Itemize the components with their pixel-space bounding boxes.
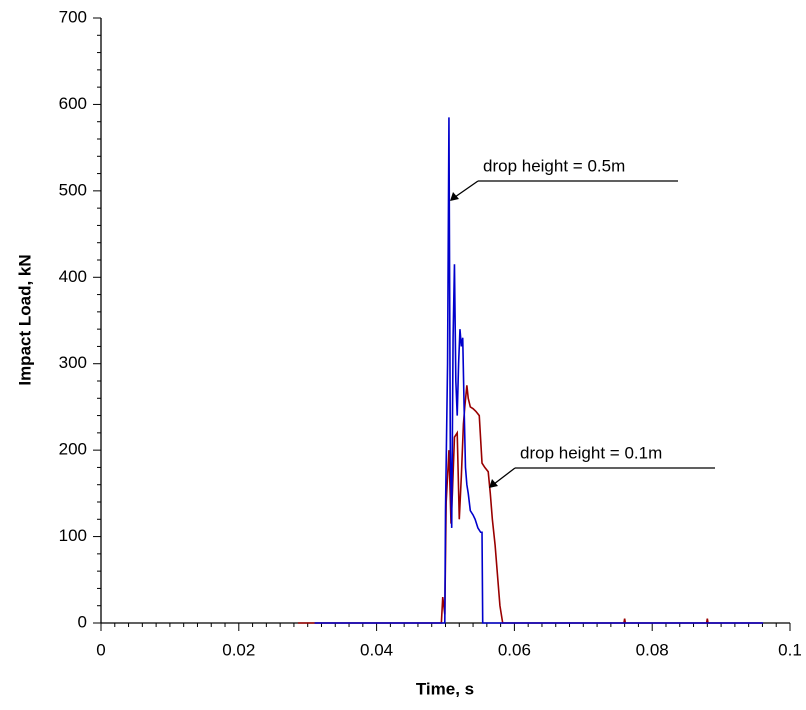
y-tick-label: 100 — [59, 526, 87, 545]
y-tick-label: 700 — [59, 7, 87, 26]
leader-line — [493, 467, 516, 485]
y-tick-label: 500 — [59, 180, 87, 199]
annotation-1 — [489, 467, 715, 488]
annotation-text: drop height = 0.1m — [520, 443, 662, 462]
x-tick-label: 0.04 — [360, 640, 393, 659]
annotation-0 — [450, 180, 678, 201]
x-axis-title: Time, s — [416, 679, 474, 698]
y-tick-label: 300 — [59, 353, 87, 372]
arrow-head — [489, 479, 498, 488]
y-tick-label: 0 — [78, 612, 87, 631]
series-line — [298, 385, 763, 624]
x-tick-label: 0.1 — [778, 640, 802, 659]
x-tick-label: 0 — [96, 640, 105, 659]
leader-line — [454, 180, 479, 198]
annotation-text: drop height = 0.5m — [483, 156, 625, 175]
series-line — [314, 117, 764, 624]
arrow-head — [450, 192, 459, 201]
y-axis-title: Impact Load, kN — [15, 254, 34, 385]
y-tick-label: 600 — [59, 94, 87, 113]
y-tick-label: 400 — [59, 267, 87, 286]
x-tick-label: 0.08 — [636, 640, 669, 659]
x-tick-label: 0.06 — [498, 640, 531, 659]
y-tick-label: 200 — [59, 440, 87, 459]
x-tick-label: 0.02 — [222, 640, 255, 659]
